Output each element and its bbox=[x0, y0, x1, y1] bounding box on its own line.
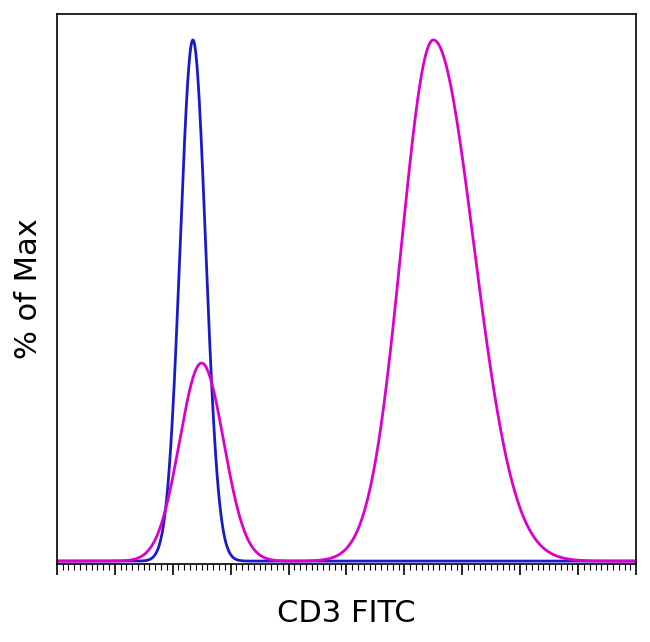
X-axis label: CD3 FITC: CD3 FITC bbox=[277, 599, 416, 628]
Y-axis label: % of Max: % of Max bbox=[14, 218, 43, 359]
